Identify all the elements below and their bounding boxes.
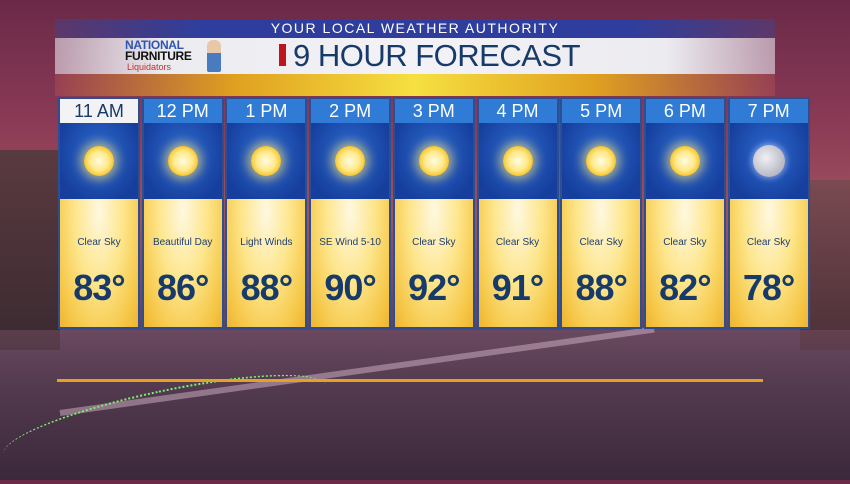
background-hillside xyxy=(0,150,60,350)
forecast-condition: SE Wind 5-10 xyxy=(319,237,381,248)
forecast-time: 3 PM xyxy=(394,99,473,123)
forecast-temperature: 92° xyxy=(408,267,460,308)
forecast-time: 12 PM xyxy=(143,99,222,123)
forecast-temperature: 82° xyxy=(659,267,711,308)
forecast-details: Clear Sky 92° xyxy=(394,199,473,327)
sun-icon xyxy=(84,146,114,176)
forecast-condition: Clear Sky xyxy=(579,237,623,248)
forecast-column: 11 AM Clear Sky 83° xyxy=(58,97,140,329)
forecast-column: 12 PM Beautiful Day 86° xyxy=(141,97,224,329)
forecast-temperature: 88° xyxy=(240,267,293,308)
forecast-column: 2 PM SE Wind 5-10 90° xyxy=(309,97,392,329)
forecast-time: 5 PM xyxy=(562,99,641,123)
forecast-temperature: 91° xyxy=(491,267,544,308)
forecast-icon-panel xyxy=(729,123,808,199)
title-bar: NATIONAL FURNITURE Liquidators 9 HOUR FO… xyxy=(55,38,775,74)
forecast-icon-panel xyxy=(311,123,390,199)
forecast-details: Clear Sky 91° xyxy=(478,199,557,327)
forecast-condition: Beautiful Day xyxy=(152,237,213,248)
moon-icon xyxy=(752,145,785,177)
sponsor-logo: NATIONAL FURNITURE Liquidators xyxy=(125,38,225,74)
forecast-column: 3 PM Clear Sky 92° xyxy=(392,97,475,329)
sponsor-logo-line3: Liquidators xyxy=(127,62,172,72)
forecast-temperature: 86° xyxy=(156,267,209,308)
sun-icon xyxy=(167,146,198,176)
forecast-temperature: 83° xyxy=(73,267,125,308)
forecast-temperature: 90° xyxy=(324,267,376,308)
forecast-details: Clear Sky 83° xyxy=(60,199,138,327)
sun-icon xyxy=(586,146,617,176)
forecast-details: Clear Sky 88° xyxy=(562,199,641,327)
forecast-icon-panel xyxy=(394,123,473,199)
forecast-details: Light Winds 88° xyxy=(227,199,306,327)
forecast-icon-panel xyxy=(60,123,138,199)
forecast-temperature: 88° xyxy=(575,267,627,308)
bottom-divider xyxy=(57,379,763,382)
forecast-details: Clear Sky 78° xyxy=(729,199,808,327)
forecast-temperature: 78° xyxy=(742,267,795,308)
title-glow-band xyxy=(55,74,775,96)
forecast-icon-panel xyxy=(227,123,306,199)
forecast-details: SE Wind 5-10 90° xyxy=(311,199,390,327)
forecast-time: 11 AM xyxy=(60,99,138,123)
sponsor-logo-line2: FURNITURE xyxy=(125,49,192,63)
sun-icon xyxy=(418,146,449,176)
sun-icon xyxy=(335,146,366,176)
forecast-time: 7 PM xyxy=(729,99,808,123)
sun-icon xyxy=(251,146,282,176)
forecast-column: 7 PM Clear Sky 78° xyxy=(727,97,810,329)
sponsor-mascot-icon xyxy=(207,40,221,72)
authority-banner: YOUR LOCAL WEATHER AUTHORITY xyxy=(55,19,775,38)
forecast-condition: Clear Sky xyxy=(412,237,456,248)
title-accent-bar xyxy=(279,44,286,66)
forecast-time: 6 PM xyxy=(645,99,724,123)
sun-icon xyxy=(669,146,700,176)
forecast-condition: Clear Sky xyxy=(495,237,540,248)
forecast-icon-panel xyxy=(645,123,724,199)
forecast-condition: Clear Sky xyxy=(77,237,121,248)
forecast-condition: Light Winds xyxy=(240,237,293,248)
sponsor-logo-line1: NATIONAL xyxy=(125,38,184,52)
forecast-column: 1 PM Light Winds 88° xyxy=(225,97,308,329)
forecast-column: 4 PM Clear Sky 91° xyxy=(476,97,559,329)
forecast-details: Beautiful Day 86° xyxy=(143,199,222,327)
page-title: 9 HOUR FORECAST xyxy=(293,38,581,73)
forecast-time: 4 PM xyxy=(478,99,557,123)
forecast-time: 2 PM xyxy=(311,99,390,123)
forecast-condition: Clear Sky xyxy=(663,237,707,248)
forecast-time: 1 PM xyxy=(227,99,306,123)
forecast-column: 5 PM Clear Sky 88° xyxy=(560,97,643,329)
sun-icon xyxy=(502,146,533,176)
forecast-condition: Clear Sky xyxy=(746,237,791,248)
forecast-icon-panel xyxy=(143,123,222,199)
forecast-column: 6 PM Clear Sky 82° xyxy=(643,97,726,329)
forecast-icon-panel xyxy=(562,123,641,199)
forecast-details: Clear Sky 82° xyxy=(645,199,724,327)
background-city-view xyxy=(0,330,850,480)
forecast-icon-panel xyxy=(478,123,557,199)
